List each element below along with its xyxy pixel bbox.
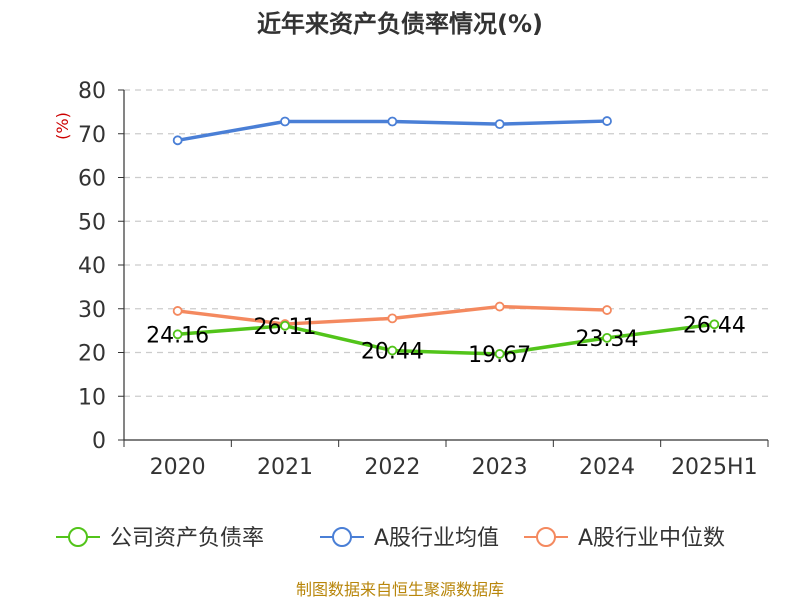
series-lines: [172, 116, 720, 359]
data-point[interactable]: [387, 345, 398, 356]
legend-marker-icon: [536, 527, 556, 547]
data-label: 26.44: [683, 313, 746, 338]
legend-label: A股行业均值: [374, 526, 499, 551]
data-label: 24.16: [146, 323, 209, 348]
x-tick-label: 2024: [579, 455, 635, 480]
y-tick-label: 0: [92, 429, 106, 454]
x-tick-label: 2020: [150, 455, 206, 480]
data-point[interactable]: [494, 349, 505, 359]
y-tick-label: 70: [78, 123, 106, 148]
legend-marker-icon: [332, 527, 352, 547]
data-point[interactable]: [494, 119, 505, 130]
data-point[interactable]: [602, 332, 612, 343]
x-tick-label: 2021: [257, 455, 313, 480]
legend[interactable]: 公司资产负债率 A股行业均值 A股行业中位数: [56, 526, 725, 551]
data-point[interactable]: [172, 135, 183, 146]
data-point[interactable]: [494, 301, 505, 312]
legend-item-1[interactable]: A股行业均值: [320, 526, 499, 551]
y-tick-label: 50: [78, 210, 106, 235]
data-point[interactable]: [280, 320, 290, 331]
x-tick-label: 2023: [472, 455, 528, 480]
data-point[interactable]: [172, 306, 183, 316]
y-tick-labels: 0 10 20 30 40 50 60 70 80: [78, 79, 106, 454]
legend-marker-icon: [68, 527, 88, 547]
y-tick-label: 60: [78, 167, 106, 192]
source-note: 制图数据来自恒生聚源数据库: [296, 580, 504, 599]
chart-title: 近年来资产负债率情况(%): [257, 10, 543, 38]
data-label: 19.67: [468, 343, 531, 368]
y-unit-label: (%): [53, 112, 72, 140]
data-point[interactable]: [280, 116, 290, 127]
data-labels: 24.16 26.11 20.44 19.67 23.34 26.44: [146, 313, 746, 368]
data-point[interactable]: [387, 313, 398, 324]
data-point[interactable]: [602, 116, 612, 126]
y-tick-label: 80: [78, 79, 106, 104]
data-point[interactable]: [602, 305, 612, 315]
x-tick-labels: 2020 2021 2022 2023 2024 2025H1: [150, 455, 758, 480]
axes: [118, 89, 769, 447]
y-tick-label: 20: [78, 342, 106, 367]
x-tick-label: 2025H1: [671, 455, 758, 480]
data-point[interactable]: [172, 329, 183, 340]
data-point[interactable]: [709, 319, 720, 330]
data-label: 20.44: [361, 340, 424, 365]
y-tick-label: 10: [78, 385, 106, 410]
legend-label: A股行业中位数: [578, 526, 725, 551]
y-tick-label: 40: [78, 254, 106, 279]
legend-label: 公司资产负债率: [110, 526, 264, 551]
data-label: 26.11: [254, 315, 317, 340]
series-line-0: [175, 322, 717, 356]
x-tick-label: 2022: [364, 455, 420, 480]
legend-item-0[interactable]: 公司资产负债率: [56, 526, 264, 551]
y-tick-label: 30: [78, 298, 106, 323]
legend-item-2[interactable]: A股行业中位数: [524, 526, 725, 551]
data-point[interactable]: [387, 116, 398, 127]
grid-lines: [124, 89, 768, 397]
data-label: 23.34: [576, 327, 639, 352]
